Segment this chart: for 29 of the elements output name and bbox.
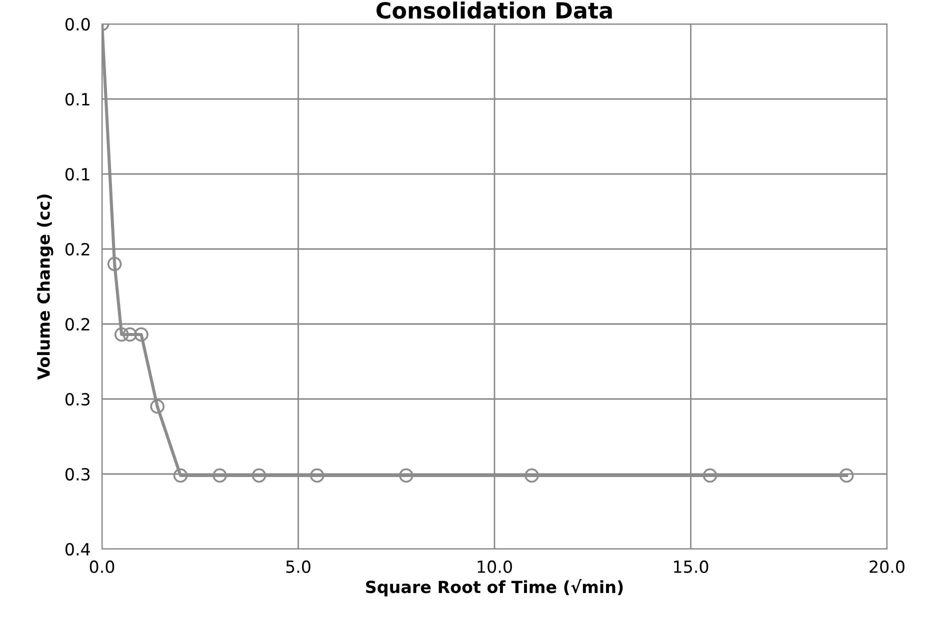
- y-tick-label: 0.2: [65, 318, 90, 331]
- x-tick-label: 15.0: [674, 560, 708, 574]
- point: [114, 327, 129, 342]
- point: [310, 468, 324, 483]
- point: [252, 468, 266, 483]
- x-tick-label: 5.0: [286, 560, 310, 574]
- y-tick-label: 0.1: [65, 168, 90, 181]
- y-tick-label: 0.3: [65, 392, 90, 406]
- point: [107, 256, 122, 272]
- y-axis-title: Volume Change (cc): [37, 194, 54, 380]
- x-tick-label: 10.0: [478, 560, 512, 574]
- point: [122, 327, 138, 342]
- x-tick-label: 20.0: [870, 560, 904, 574]
- y-tick-label: 0.0: [65, 18, 90, 31]
- point: [839, 468, 854, 483]
- y-tick-label: 0.2: [65, 242, 90, 256]
- point: [212, 468, 227, 483]
- point: [399, 468, 414, 483]
- point: [150, 399, 164, 414]
- point: [173, 468, 188, 483]
- x-tick-label: 0.0: [90, 560, 114, 574]
- point: [134, 327, 148, 342]
- y-tick-label: 0.3: [65, 468, 90, 481]
- y-tick-label: 0.4: [65, 542, 90, 556]
- y-tick-label: 0.1: [65, 92, 90, 106]
- x-axis-title: Square Root of Time (√min): [366, 579, 623, 596]
- chart-title: Consolidation Data: [376, 2, 612, 19]
- point: [524, 468, 539, 483]
- point: [702, 468, 718, 483]
